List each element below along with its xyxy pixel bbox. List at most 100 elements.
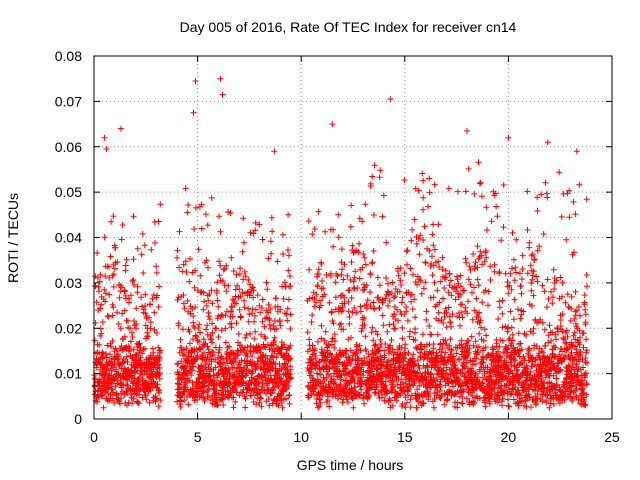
data-point xyxy=(252,328,259,335)
data-point xyxy=(477,248,484,255)
data-point xyxy=(222,339,229,346)
data-point xyxy=(467,281,474,288)
data-point xyxy=(543,399,550,406)
data-point xyxy=(117,125,124,132)
data-point xyxy=(240,239,247,246)
data-point xyxy=(348,294,355,301)
data-point xyxy=(488,218,495,225)
data-point xyxy=(519,266,526,272)
data-point xyxy=(186,377,193,384)
data-point xyxy=(156,370,163,377)
data-point xyxy=(506,403,512,410)
data-point xyxy=(287,283,294,290)
data-point xyxy=(499,297,506,304)
data-point xyxy=(123,256,130,263)
data-point xyxy=(232,358,238,365)
data-point xyxy=(584,283,590,290)
data-point xyxy=(341,294,348,301)
data-point xyxy=(112,265,118,272)
data-point xyxy=(245,318,252,325)
data-point xyxy=(216,272,223,279)
data-point xyxy=(571,357,578,364)
data-point xyxy=(446,342,453,349)
data-point xyxy=(383,275,390,281)
data-point xyxy=(350,404,357,411)
data-point xyxy=(389,402,396,409)
data-point xyxy=(388,290,395,297)
data-point xyxy=(527,368,534,375)
data-point xyxy=(147,387,154,394)
data-point xyxy=(153,330,160,336)
data-point xyxy=(580,364,587,371)
data-point xyxy=(191,284,198,291)
data-point xyxy=(474,264,481,271)
data-point xyxy=(467,267,474,273)
data-point xyxy=(380,322,387,329)
data-point xyxy=(348,373,355,380)
data-point xyxy=(465,165,472,172)
data-point xyxy=(241,268,248,275)
data-point xyxy=(117,325,124,332)
data-point xyxy=(314,370,321,377)
data-point xyxy=(411,368,418,375)
data-point xyxy=(368,384,375,391)
data-point xyxy=(473,295,480,302)
data-point xyxy=(403,308,410,315)
data-point xyxy=(203,357,210,364)
data-point xyxy=(243,350,250,357)
data-point xyxy=(226,375,233,382)
data-point xyxy=(496,304,503,311)
data-point xyxy=(130,395,137,402)
data-point xyxy=(202,211,209,218)
data-point xyxy=(184,298,191,304)
data-point xyxy=(341,261,348,268)
data-point xyxy=(118,284,125,291)
data-point xyxy=(366,392,373,398)
data-point xyxy=(570,332,577,339)
data-point xyxy=(362,261,369,268)
data-point xyxy=(152,398,159,405)
data-point xyxy=(503,362,510,369)
data-point xyxy=(122,262,129,269)
data-point xyxy=(205,313,212,320)
data-point xyxy=(216,344,223,351)
data-point xyxy=(520,308,527,315)
data-point xyxy=(214,297,221,304)
data-point xyxy=(103,370,109,377)
data-point xyxy=(420,177,427,184)
data-point xyxy=(451,362,458,369)
data-point xyxy=(322,228,329,235)
data-point xyxy=(552,344,559,351)
data-point xyxy=(218,327,225,334)
data-point xyxy=(180,292,187,298)
data-point xyxy=(391,311,398,318)
data-point xyxy=(361,254,368,261)
data-point xyxy=(422,279,429,286)
data-point xyxy=(513,236,520,243)
data-point xyxy=(457,383,464,390)
data-point xyxy=(137,344,144,351)
data-point xyxy=(121,307,128,314)
data-point xyxy=(109,386,115,393)
data-point xyxy=(499,337,506,344)
data-point xyxy=(251,312,258,319)
data-point xyxy=(429,231,436,238)
data-point xyxy=(134,245,141,252)
data-point xyxy=(221,282,228,289)
data-point xyxy=(463,395,470,402)
data-point xyxy=(244,344,251,351)
data-point xyxy=(130,276,137,283)
data-point xyxy=(153,269,160,276)
data-point xyxy=(311,391,317,398)
data-point xyxy=(316,403,323,410)
data-point xyxy=(151,309,158,316)
data-point xyxy=(454,273,460,280)
data-point xyxy=(453,284,460,291)
data-point xyxy=(356,275,363,282)
data-point xyxy=(460,287,466,294)
data-point xyxy=(576,358,583,365)
data-point xyxy=(544,276,551,283)
data-point xyxy=(308,319,315,325)
data-point xyxy=(234,282,241,289)
data-point xyxy=(263,279,270,286)
